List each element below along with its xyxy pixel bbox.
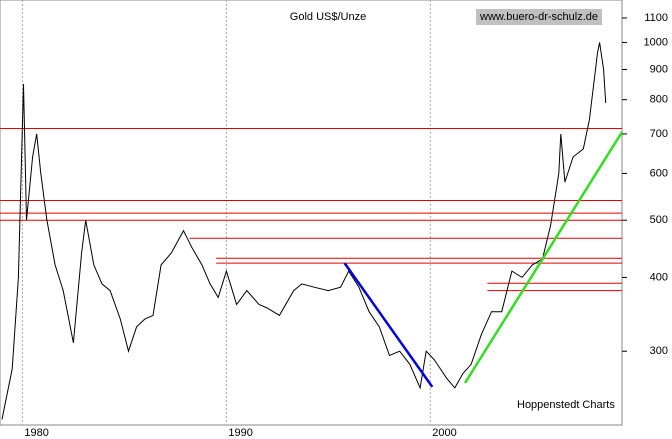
- y-tick-label: 1100: [644, 12, 668, 24]
- y-tick-label: 600: [650, 167, 668, 179]
- chart-title: Gold US$/Unze: [290, 11, 366, 23]
- source: www.buero-dr-schulz.de: [479, 11, 598, 23]
- y-tick-label: 900: [650, 63, 668, 75]
- y-tick-label: 700: [650, 128, 668, 140]
- trend-line: [343, 262, 434, 388]
- y-tick-label: 500: [650, 214, 668, 226]
- price-line: [1, 42, 607, 420]
- credit: Hoppenstedt Charts: [517, 399, 615, 411]
- source-box: [476, 9, 602, 25]
- x-tick-label: 1990: [228, 427, 252, 439]
- y-tick-label: 1000: [644, 36, 668, 48]
- y-tick-label: 300: [650, 345, 668, 357]
- x-tick-label: 1980: [24, 427, 48, 439]
- x-tick-label: 2000: [432, 427, 456, 439]
- trend-line: [463, 131, 624, 384]
- y-tick-label: 400: [650, 271, 668, 283]
- plot-frame: [0, 0, 623, 426]
- y-tick-label: 800: [650, 94, 668, 106]
